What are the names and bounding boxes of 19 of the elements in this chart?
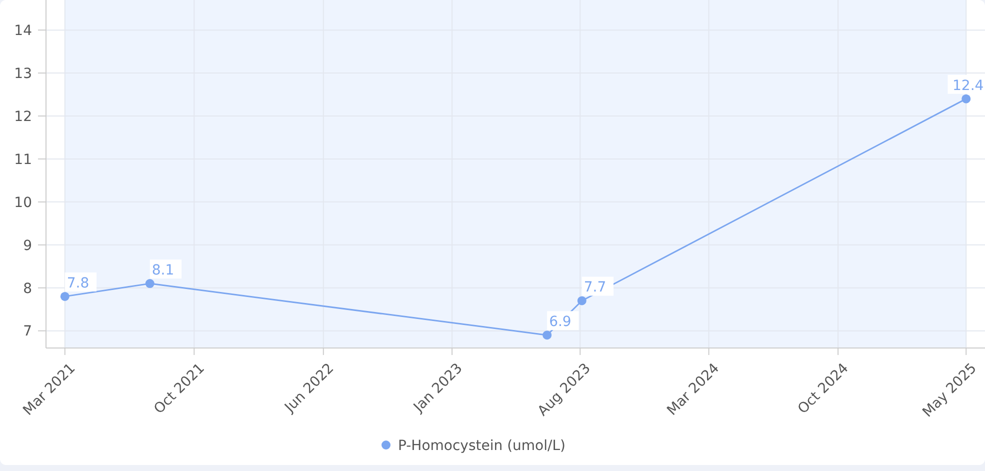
point <box>577 296 586 306</box>
point <box>60 292 70 301</box>
y-tick-label: 7 <box>23 324 32 340</box>
data-label: 8.1 <box>152 262 174 279</box>
point <box>145 279 154 288</box>
y-tick-label: 14 <box>14 22 32 39</box>
data-label: 7.7 <box>584 280 606 296</box>
y-tick-label: 13 <box>14 66 32 82</box>
data-label: 12.4 <box>952 78 984 94</box>
data-label: 6.9 <box>549 314 572 330</box>
point <box>542 330 552 340</box>
legend-label: P-Homocystein (umol/L) <box>398 438 566 454</box>
data-label: 7.8 <box>66 275 90 292</box>
y-tick-label: 9 <box>23 238 32 254</box>
y-tick-label: 10 <box>14 194 32 211</box>
y-tick-label: 12 <box>14 108 32 125</box>
y-tick-label: 8 <box>23 280 32 297</box>
point <box>962 94 971 104</box>
y-tick-label: 11 <box>14 152 32 168</box>
